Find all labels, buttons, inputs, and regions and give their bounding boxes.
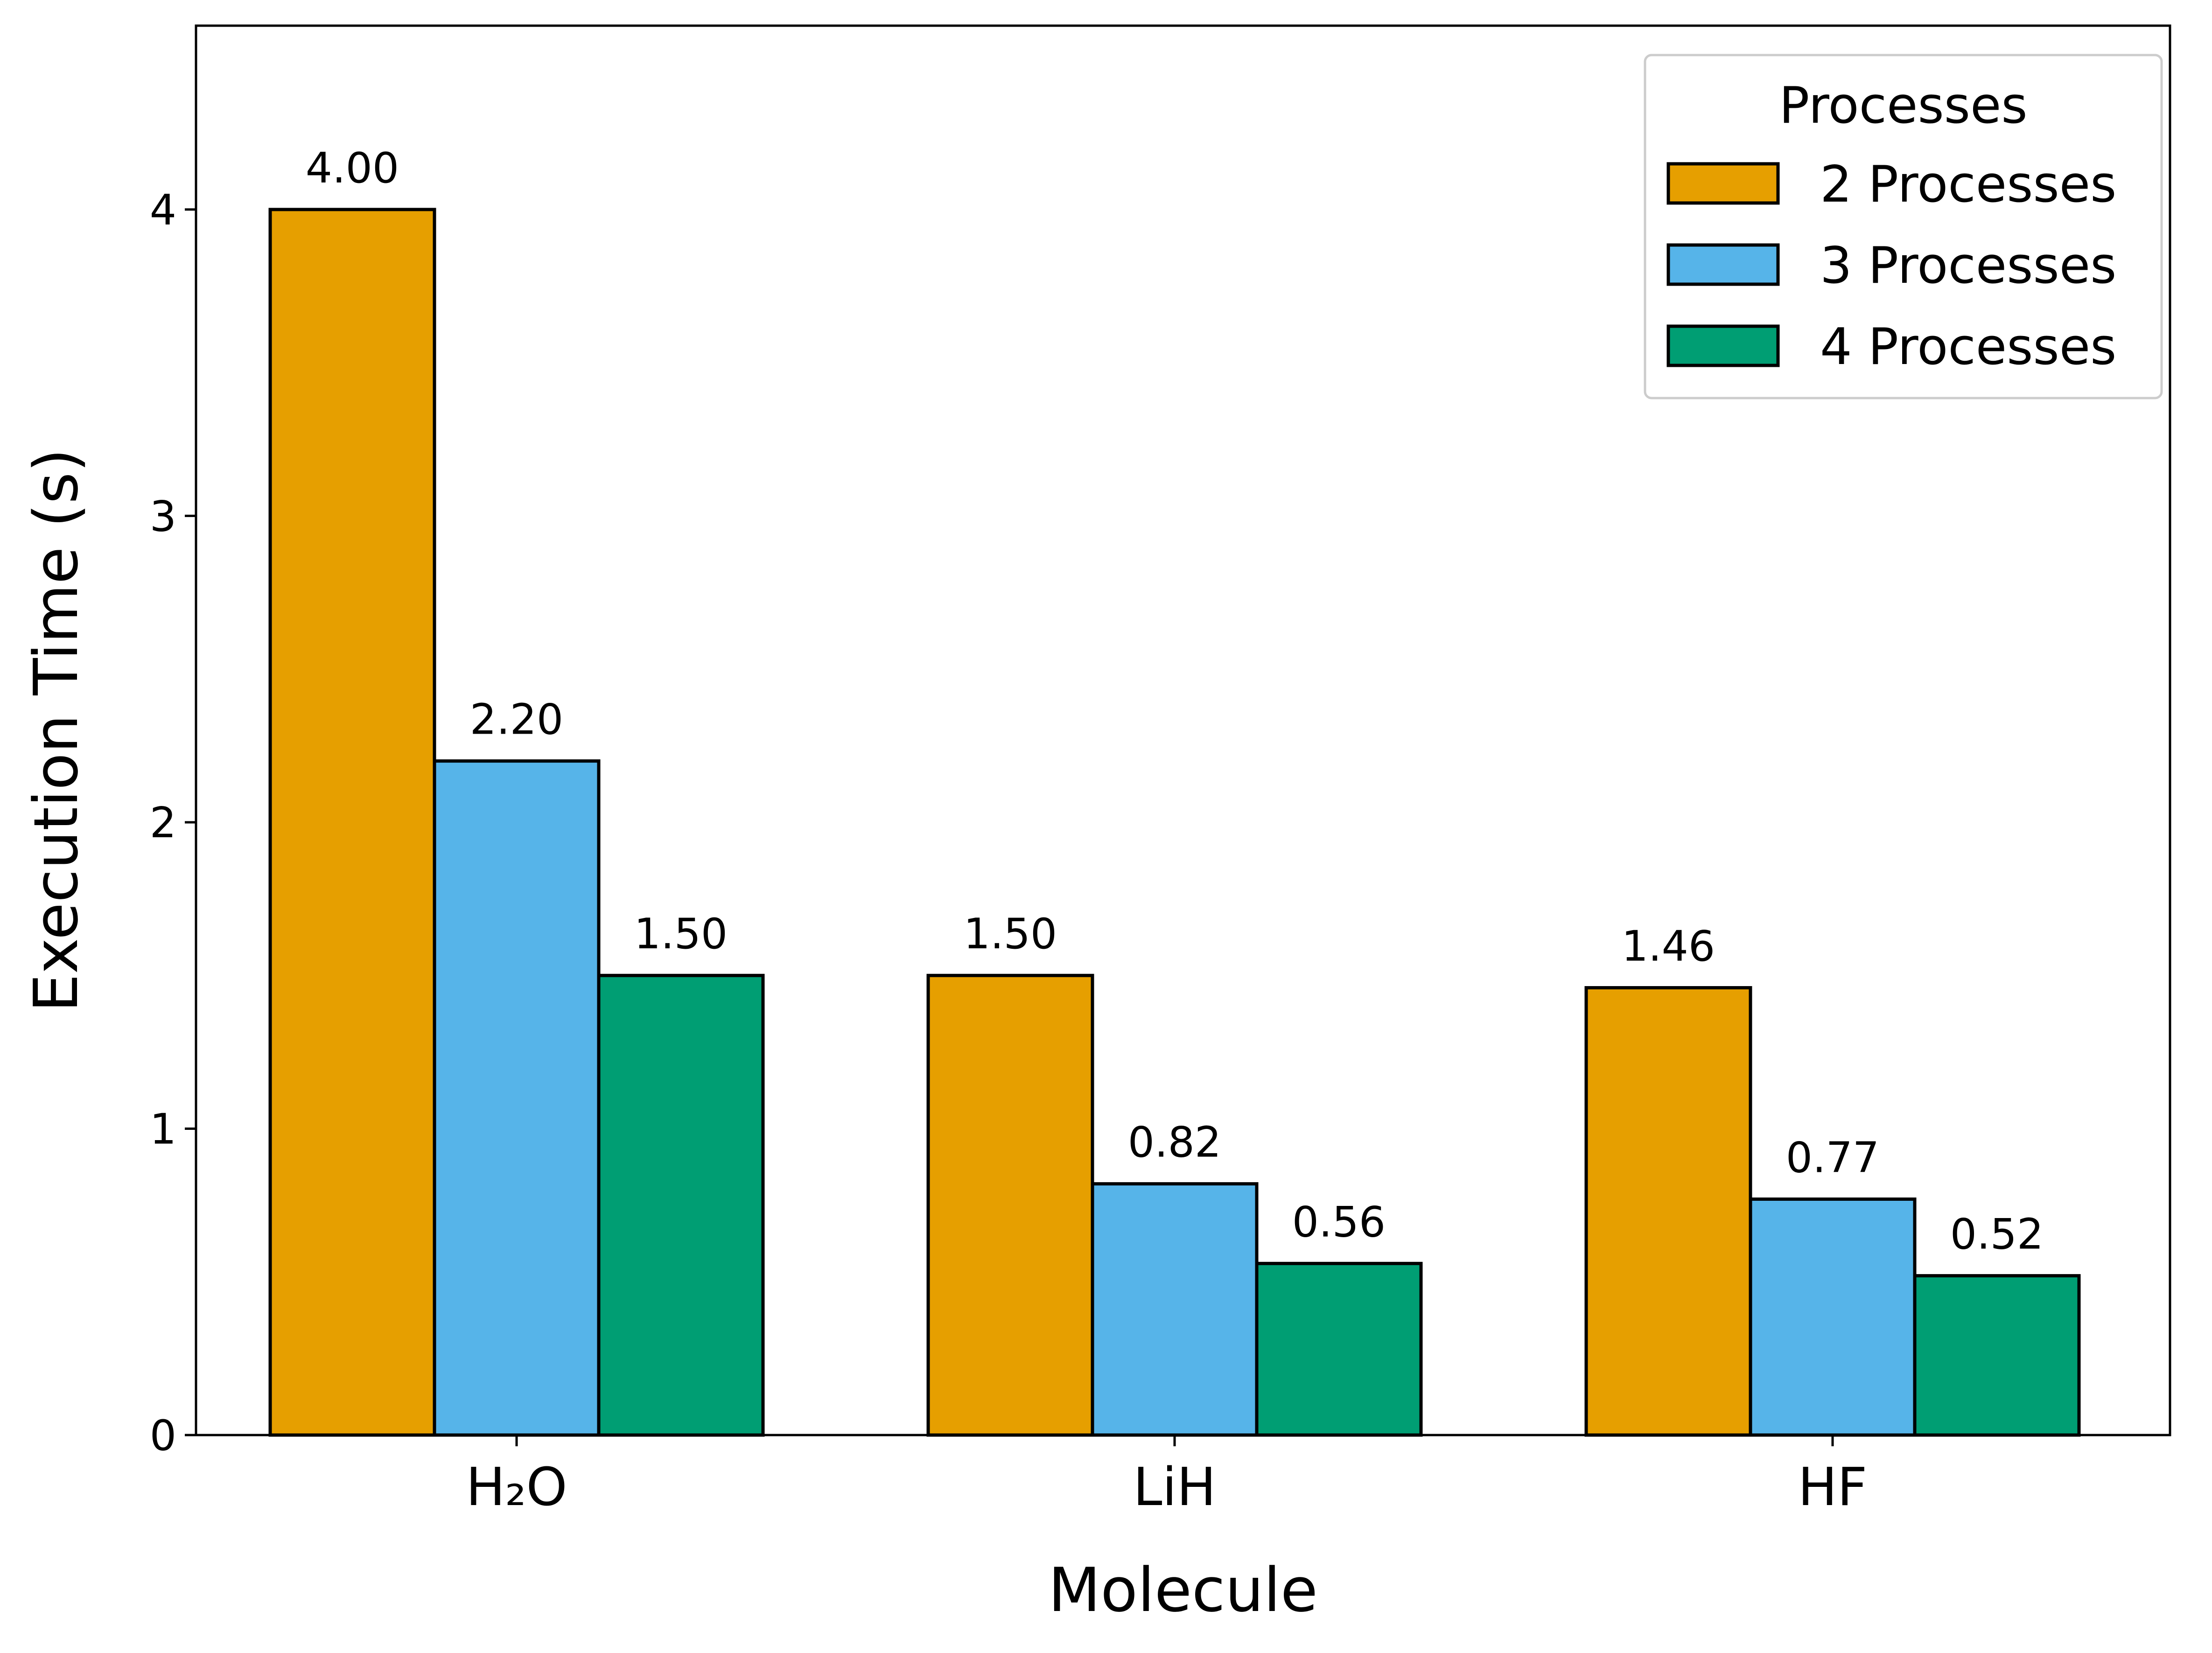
x-axis-title: Molecule [1048,1555,1318,1625]
y-tick-label: 2 [150,798,176,848]
y-tick-label: 1 [150,1105,176,1154]
bar-value-label: 1.50 [634,910,728,959]
y-tick-label: 3 [150,492,176,541]
y-axis-title: Execution Time (s) [21,448,91,1012]
legend-items: 2 Processes 3 Processes 4 Processes [1666,155,2116,376]
legend-label: 4 Processes [1820,318,2116,376]
legend-swatch [1666,162,1780,205]
legend-label: 2 Processes [1820,155,2116,214]
legend-swatch [1666,243,1780,286]
bar-value-label: 2.20 [470,695,563,744]
plot-frame [195,24,2171,1436]
data-labels-layer: 4.00 2.20 1.50 1.50 0.82 0.56 1.46 0.77 0.52 [306,144,2044,1259]
bar-value-label: 0.77 [1786,1133,1879,1182]
legend: Processes 2 Processes 3 Processes 4 Proces… [1644,54,2163,399]
bar-4-processes [1255,1261,1423,1437]
y-axis: 0 1 2 3 4 [150,186,196,1460]
bar-value-label: 0.56 [1292,1198,1386,1247]
bar-value-label: 0.52 [1950,1210,2044,1259]
bar-3-processes [433,759,601,1437]
bar-2-processes [1584,986,1752,1437]
legend-swatch [1666,324,1780,367]
bar-3-processes [1091,1182,1259,1437]
y-tick-label: 4 [150,186,176,235]
legend-box [1644,54,2163,399]
bar-2-processes [268,208,436,1437]
bar-2-processes [926,974,1094,1437]
x-tick-label: HF [1798,1457,1868,1518]
x-tick-label: H₂O [466,1457,567,1518]
bar-value-label: 4.00 [306,144,399,193]
bar-value-label: 0.82 [1128,1118,1221,1167]
x-axis: H₂O LiH HF [466,1435,1867,1518]
bar-3-processes [1749,1197,1917,1437]
y-tick-label: 0 [150,1411,176,1460]
x-tick-label: LiH [1133,1457,1216,1518]
bars-layer [268,208,2081,1437]
bar-value-label: 1.46 [1622,922,1715,971]
legend-label: 3 Processes [1820,237,2116,295]
bar-4-processes [597,974,765,1437]
bar-4-processes [1913,1274,2081,1437]
legend-title: Processes [1779,77,2027,135]
bar-value-label: 1.50 [964,910,1057,959]
